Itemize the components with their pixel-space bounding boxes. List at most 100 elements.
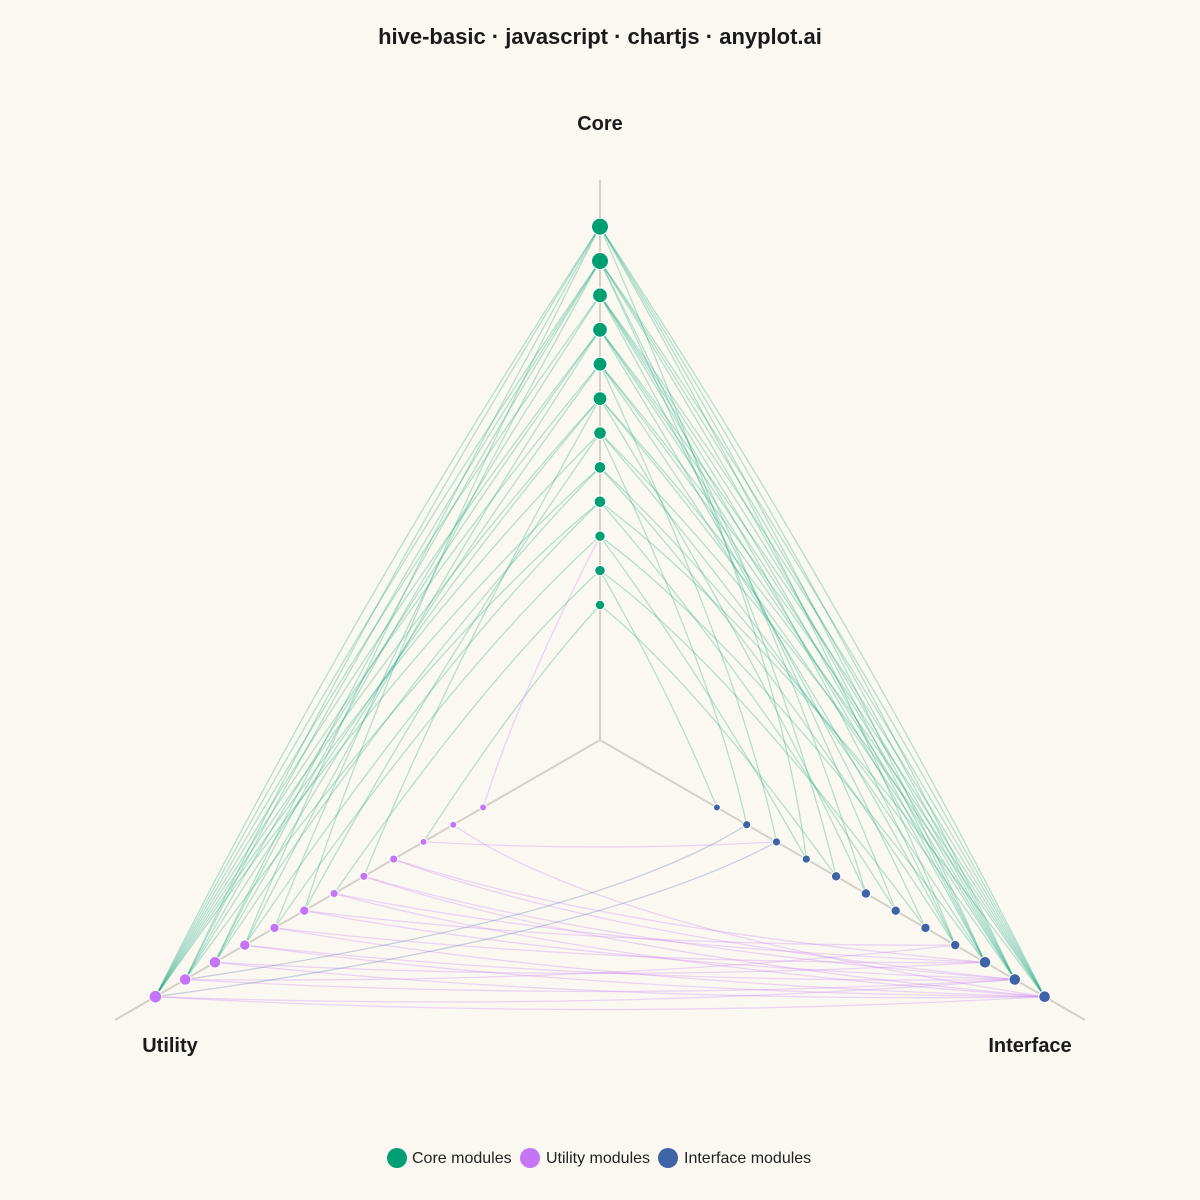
edge-core-8-utility-12 bbox=[154, 363, 601, 998]
edge-utility-6-interface-12 bbox=[333, 892, 1045, 998]
edge-core-12-interface-4 bbox=[599, 226, 807, 860]
edge-core-7-utility-12 bbox=[154, 398, 601, 998]
edge-core-11-interface-10 bbox=[599, 260, 986, 963]
edge-core-11-utility-11 bbox=[184, 260, 601, 980]
edge-utility-6-interface-10 bbox=[333, 892, 986, 963]
node-core-8[interactable] bbox=[592, 356, 608, 372]
edge-core-12-interface-11 bbox=[599, 226, 1016, 980]
edge-core-10-utility-10 bbox=[214, 295, 601, 963]
edge-core-10-interface-7 bbox=[599, 295, 897, 911]
edge-core-11-utility-8 bbox=[273, 260, 601, 929]
node-core-12[interactable] bbox=[591, 217, 609, 236]
legend: Core modules Utility modules Interface m… bbox=[387, 1148, 811, 1168]
edge-core-12-utility-7 bbox=[303, 226, 601, 911]
node-utility-2[interactable] bbox=[449, 820, 458, 829]
node-interface-12[interactable] bbox=[1038, 990, 1051, 1004]
node-interface-4[interactable] bbox=[801, 854, 811, 864]
edge-core-9-interface-8 bbox=[599, 329, 927, 929]
edge-core-6-interface-12 bbox=[599, 432, 1046, 998]
legend-label-core: Core modules bbox=[412, 1150, 512, 1167]
node-utility-6[interactable] bbox=[329, 888, 339, 899]
node-utility-5[interactable] bbox=[359, 871, 369, 881]
node-core-1[interactable] bbox=[594, 599, 606, 611]
edge-core-9-utility-12 bbox=[154, 329, 601, 998]
edge-core-6-interface-2 bbox=[599, 432, 748, 825]
node-utility-3[interactable] bbox=[419, 837, 428, 846]
node-interface-10[interactable] bbox=[978, 956, 992, 969]
edge-core-12-utility-11 bbox=[184, 226, 601, 980]
edge-core-3-utility-8 bbox=[273, 535, 601, 929]
node-utility-1[interactable] bbox=[479, 803, 488, 812]
node-interface-3[interactable] bbox=[771, 837, 782, 847]
node-interface-7[interactable] bbox=[890, 905, 901, 916]
edge-utility-2-interface-12 bbox=[452, 824, 1045, 998]
edge-core-10-utility-12 bbox=[154, 295, 601, 998]
edge-core-10-interface-10 bbox=[599, 295, 986, 963]
edge-core-2-utility-6 bbox=[333, 570, 601, 894]
node-core-9[interactable] bbox=[592, 321, 608, 338]
edge-utility-10-interface-10 bbox=[214, 961, 986, 975]
axis-line-utility bbox=[114, 739, 601, 1021]
edge-core-9-utility-11 bbox=[184, 329, 601, 980]
edge-core-3-interface-4 bbox=[599, 535, 807, 860]
node-utility-10[interactable] bbox=[208, 956, 222, 969]
edge-core-11-utility-10 bbox=[214, 260, 601, 963]
node-interface-5[interactable] bbox=[830, 871, 842, 882]
axis-label-core: Core bbox=[577, 113, 623, 135]
edge-core-1-interface-5 bbox=[599, 604, 837, 877]
edge-core-12-interface-10 bbox=[599, 226, 986, 963]
edge-core-4-interface-7 bbox=[599, 501, 897, 912]
node-core-4[interactable] bbox=[593, 495, 607, 509]
edge-core-12-utility-12 bbox=[154, 226, 601, 997]
node-utility-9[interactable] bbox=[239, 939, 251, 951]
edge-core-10-interface-11 bbox=[599, 295, 1016, 980]
edge-core-9-interface-11 bbox=[599, 329, 1016, 980]
edge-core-12-interface-9 bbox=[599, 226, 956, 946]
edge-core-6-interface-10 bbox=[599, 432, 986, 963]
node-interface-11[interactable] bbox=[1008, 973, 1022, 986]
node-interface-1[interactable] bbox=[712, 803, 721, 812]
node-core-10[interactable] bbox=[592, 287, 608, 304]
node-interface-2[interactable] bbox=[742, 820, 752, 830]
node-interface-8[interactable] bbox=[920, 922, 931, 934]
node-utility-4[interactable] bbox=[389, 854, 399, 864]
edge-core-8-interface-3 bbox=[599, 363, 778, 843]
node-core-6[interactable] bbox=[593, 426, 607, 440]
edge-core-11-interface-12 bbox=[599, 260, 1046, 998]
edge-utility-7-interface-11 bbox=[304, 910, 1015, 981]
axis-label-interface: Interface bbox=[988, 1035, 1071, 1057]
node-interface-6[interactable] bbox=[860, 888, 872, 899]
edge-utility-11-interface-11 bbox=[185, 978, 1015, 993]
edge-core-8-utility-10 bbox=[214, 363, 601, 963]
edge-core-11-interface-6 bbox=[599, 260, 867, 894]
edge-core-11-interface-11 bbox=[599, 260, 1016, 980]
node-utility-12[interactable] bbox=[148, 989, 163, 1004]
edge-core-7-interface-11 bbox=[599, 398, 1016, 980]
edge-utility-9-interface-12 bbox=[244, 944, 1045, 998]
edge-core-6-utility-12 bbox=[154, 432, 601, 998]
edge-core-12-utility-9 bbox=[244, 226, 601, 946]
edge-core-8-interface-11 bbox=[599, 363, 1016, 980]
edges-layer bbox=[154, 226, 1046, 1011]
edge-core-4-interface-12 bbox=[599, 501, 1046, 998]
edge-utility-7-interface-9 bbox=[304, 910, 956, 946]
node-utility-7[interactable] bbox=[299, 905, 310, 916]
node-core-5[interactable] bbox=[593, 461, 607, 474]
legend-label-utility: Utility modules bbox=[546, 1150, 650, 1167]
axis-label-utility: Utility bbox=[142, 1035, 198, 1057]
edge-utility-5-interface-11 bbox=[363, 875, 1015, 981]
node-utility-8[interactable] bbox=[269, 922, 280, 934]
legend-swatch-interface bbox=[658, 1148, 678, 1168]
node-core-3[interactable] bbox=[594, 530, 606, 542]
axis-labels-layer: Core Utility Interface bbox=[142, 113, 1071, 1057]
edge-utility-11-interface-9 bbox=[185, 944, 956, 981]
node-utility-11[interactable] bbox=[178, 973, 192, 986]
node-core-7[interactable] bbox=[592, 391, 608, 407]
node-core-11[interactable] bbox=[591, 252, 609, 270]
node-interface-9[interactable] bbox=[950, 939, 961, 951]
edge-core-8-interface-9 bbox=[599, 363, 956, 946]
node-core-2[interactable] bbox=[594, 564, 606, 577]
edge-core-4-utility-9 bbox=[244, 501, 601, 946]
nodes-layer bbox=[148, 217, 1051, 1004]
